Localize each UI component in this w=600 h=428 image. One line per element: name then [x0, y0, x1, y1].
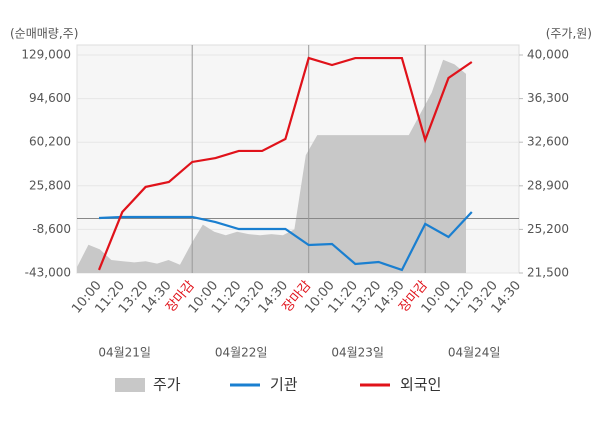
series-line	[98, 211, 473, 272]
y2-tick-label: 40,000	[527, 48, 569, 62]
legend-swatch	[115, 378, 145, 392]
y-axis-title: (순매매량,주)	[10, 27, 78, 41]
y2-tick-label: 36,300	[527, 91, 569, 105]
series-line	[97, 56, 473, 271]
legend-label: 외국인	[400, 376, 441, 394]
legend-label: 기관	[270, 376, 298, 394]
y-tick-label: 94,600	[29, 91, 71, 105]
y-tick-label: 129,000	[21, 48, 71, 62]
y2-tick-label: 25,200	[527, 222, 569, 236]
y2-tick-label: 28,900	[527, 178, 569, 192]
y-tick-label: 25,800	[29, 178, 71, 192]
date-label: 04월23일	[331, 346, 384, 360]
y2-tick-label: 21,500	[527, 266, 569, 280]
y-tick-label: -8,600	[32, 222, 71, 236]
y-tick-label: -43,000	[25, 266, 71, 280]
date-label: 04월21일	[98, 346, 151, 360]
y2-tick-label: 32,600	[527, 135, 569, 149]
price-area	[77, 59, 466, 273]
y2-axis-title: (주가,원)	[546, 27, 592, 41]
legend-label: 주가	[153, 376, 181, 394]
y-tick-label: 60,200	[29, 135, 71, 149]
date-label: 04월22일	[215, 346, 268, 360]
date-label: 04월24일	[448, 346, 501, 360]
